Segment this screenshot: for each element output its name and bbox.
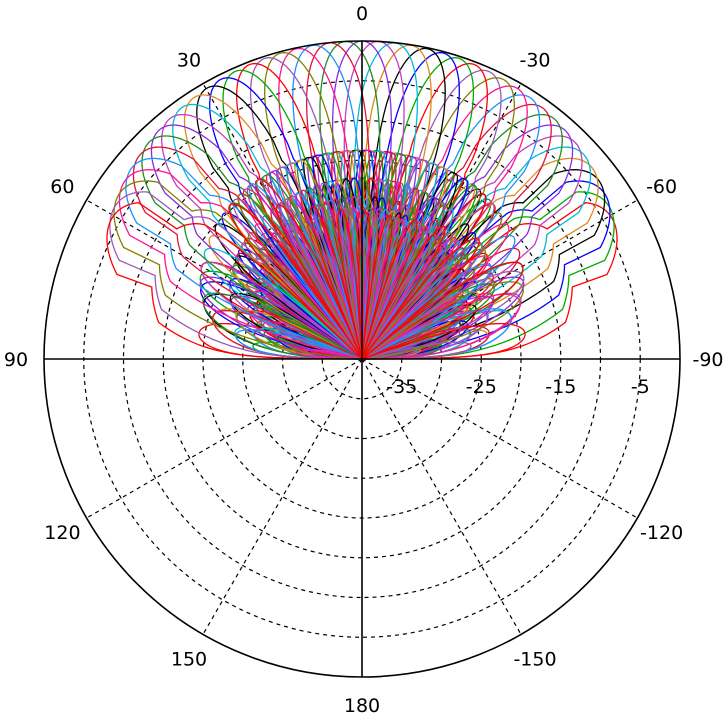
angular-grid-spoke xyxy=(86,199,363,360)
angular-grid-spoke xyxy=(361,83,522,360)
beam-pattern-51 xyxy=(125,157,512,360)
angle-tick-label: 180 xyxy=(344,695,380,713)
radial-tick-label: -35 xyxy=(386,376,417,398)
angular-grid-spoke xyxy=(86,358,363,519)
radial-tick-label: -25 xyxy=(466,376,497,398)
angle-tick-label: -150 xyxy=(513,649,556,671)
angular-grid-spoke xyxy=(361,358,522,635)
beam-pattern-57 xyxy=(113,180,524,360)
beam-pattern-63 xyxy=(106,202,526,360)
angle-tick-label: 90 xyxy=(4,349,28,371)
tick-labels: 0 30 60 90 120 150 180 -150 -120 -90 -60 -30 -35 -25 -… xyxy=(4,3,724,713)
radial-tick-label: -5 xyxy=(631,376,650,398)
beam-pattern-54 xyxy=(118,169,521,360)
angular-grid-spoke xyxy=(361,358,638,519)
polar-axes xyxy=(43,40,681,678)
angular-grid-spoke xyxy=(361,199,638,360)
angular-grid-spoke xyxy=(202,83,363,360)
angle-tick-label: 30 xyxy=(177,49,201,71)
beam-pattern-42 xyxy=(150,124,494,360)
angle-tick-label: 150 xyxy=(171,649,207,671)
angle-tick-label: -30 xyxy=(519,49,550,71)
angle-tick-label: 120 xyxy=(44,522,80,544)
radial-tick-label: -15 xyxy=(545,376,576,398)
angle-tick-label: -90 xyxy=(692,349,723,371)
angle-tick-label: 0 xyxy=(356,3,368,25)
angle-tick-label: -120 xyxy=(640,522,683,544)
angular-grid-spoke xyxy=(202,358,363,635)
angle-tick-label: -60 xyxy=(646,176,677,198)
angle-tick-label: 60 xyxy=(50,176,74,198)
